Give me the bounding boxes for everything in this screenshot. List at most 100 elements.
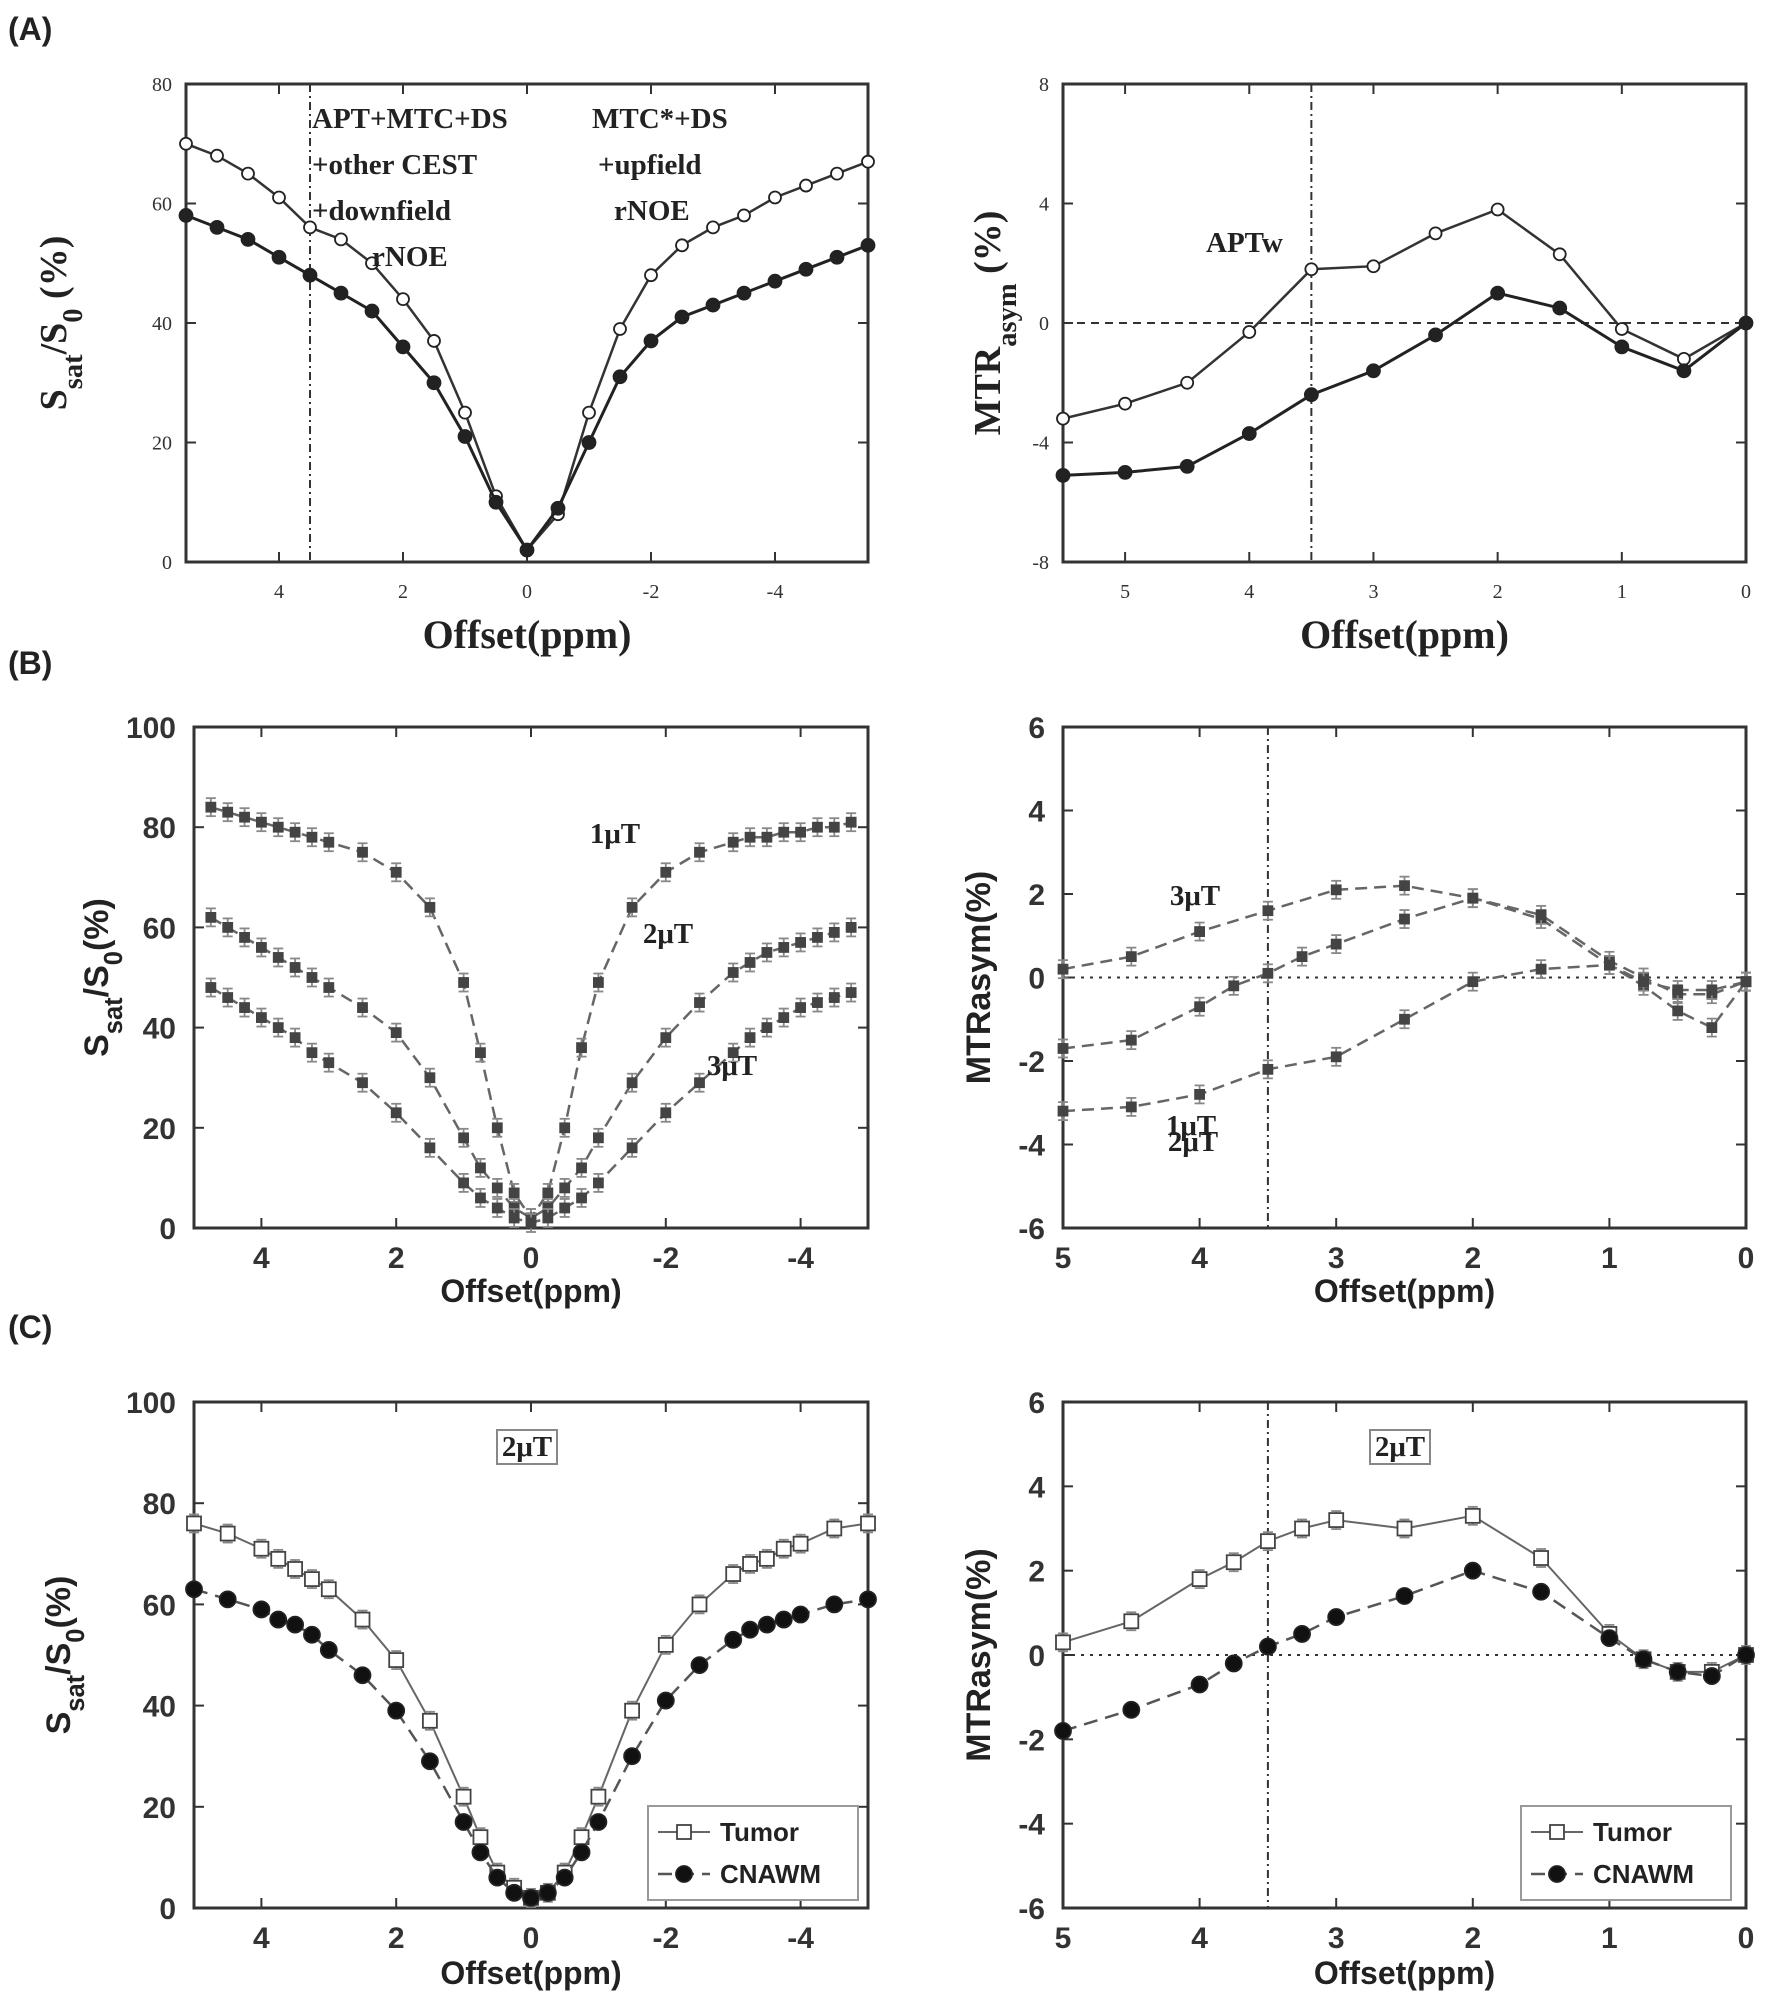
data-point <box>555 1868 574 1887</box>
x-tick-label: 4 <box>1191 1922 1208 1955</box>
data-point <box>1467 892 1479 904</box>
y-tick-label: -8 <box>1032 552 1049 574</box>
data-point <box>270 1550 287 1567</box>
data-point <box>396 292 410 307</box>
data-point <box>644 268 658 283</box>
data-point <box>1125 1034 1137 1046</box>
data-point <box>365 256 379 271</box>
data-point <box>590 1788 607 1805</box>
data-point <box>458 1177 470 1189</box>
data-point <box>761 831 773 843</box>
x-tick-label: 3 <box>1368 581 1378 603</box>
x-tick-label: 2 <box>1464 1242 1481 1275</box>
series-label: 2μT <box>643 918 693 950</box>
x-tick-label: 2 <box>388 1242 405 1275</box>
data-point <box>799 178 813 193</box>
data-point <box>1054 1722 1072 1740</box>
x-tick-label: 4 <box>253 1242 270 1275</box>
data-point <box>320 1581 337 1598</box>
data-point <box>691 1596 708 1613</box>
data-point <box>791 1605 810 1624</box>
data-point <box>761 1022 773 1033</box>
data-point <box>1366 363 1381 379</box>
data-point <box>491 1202 503 1214</box>
data-point <box>576 1042 587 1054</box>
y-tick-label: 20 <box>143 1792 176 1825</box>
data-point <box>705 297 721 313</box>
annotation-box <box>496 1429 558 1465</box>
x-tick-label: 4 <box>1244 581 1254 603</box>
x-tick-label: 5 <box>1120 581 1130 603</box>
annotation-text: rNOE <box>614 195 690 227</box>
data-point <box>626 1077 638 1089</box>
data-point <box>1366 259 1381 274</box>
annotation-text: 2μT <box>502 1431 552 1463</box>
plot-frame <box>184 82 870 564</box>
data-point <box>1399 913 1410 925</box>
x-tick-label: 4 <box>1191 1242 1208 1275</box>
chart-b-right: 5 4 3 2 1 0 -6 -4 -2 0 2 4 6 Offset(ppm) MTRasym(%) 3μT… <box>960 712 1754 1309</box>
data-point <box>826 1520 843 1537</box>
data-point <box>357 1002 368 1013</box>
data-point <box>1327 1608 1346 1626</box>
data-point <box>660 1032 672 1044</box>
series-label: 1μT <box>590 818 640 850</box>
data-point <box>353 1666 372 1685</box>
data-point <box>774 1610 793 1629</box>
data-point <box>828 821 840 833</box>
data-point <box>357 846 368 858</box>
legend-label: Tumor <box>1593 1817 1672 1847</box>
data-point <box>1463 1561 1482 1580</box>
annotation-text: 2μT <box>1375 1431 1425 1463</box>
y-tick-label: 0 <box>1039 313 1049 335</box>
data-point <box>1395 1587 1414 1605</box>
x-tick-label: 4 <box>274 581 284 603</box>
data-point <box>727 1047 739 1059</box>
x-tick-label: 4 <box>253 1922 270 1955</box>
data-point <box>1706 984 1718 996</box>
data-point <box>1535 963 1547 975</box>
y-axis-label: MTRasym(%) <box>960 1548 998 1761</box>
data-point <box>581 435 597 450</box>
data-point <box>491 1122 503 1134</box>
data-point <box>550 500 566 516</box>
chart-a-right: 5 4 3 2 1 0 -8 -4 0 4 8 Offset(ppm) MTRasym (%) APTw <box>967 74 1754 657</box>
data-point <box>205 911 217 923</box>
y-axis-label: MTRasym(%) <box>960 871 998 1084</box>
data-point <box>1262 1063 1274 1075</box>
data-point <box>424 1142 436 1154</box>
x-tick-label: 2 <box>398 581 408 603</box>
legend-marker <box>1549 1824 1565 1840</box>
data-point <box>1706 1022 1718 1033</box>
data-point <box>744 831 756 843</box>
y-tick-label: -6 <box>1018 1893 1045 1926</box>
data-point <box>1259 1637 1277 1656</box>
data-point <box>744 957 756 968</box>
x-tick-label: -2 <box>652 1922 679 1955</box>
legend-marker <box>675 1865 693 1883</box>
data-point <box>860 237 876 253</box>
series-line <box>1062 291 1747 477</box>
data-point <box>210 148 224 163</box>
data-point <box>252 1600 271 1619</box>
data-point <box>626 901 638 913</box>
data-point <box>388 1652 405 1668</box>
data-point <box>1467 976 1479 988</box>
y-tick-label: 4 <box>1039 194 1049 216</box>
data-point <box>1262 905 1274 917</box>
data-point <box>1228 980 1240 992</box>
y-tick-label: 60 <box>143 912 176 945</box>
data-point <box>1328 1512 1345 1528</box>
data-point <box>303 220 317 235</box>
y-tick-label: -4 <box>1032 433 1049 455</box>
y-tick-label: 60 <box>152 194 172 216</box>
data-point <box>538 1883 557 1902</box>
data-point <box>1330 884 1342 896</box>
data-point <box>1738 315 1754 331</box>
legend-marker <box>676 1824 692 1840</box>
series-line <box>1062 1569 1747 1733</box>
data-point <box>1057 1043 1069 1054</box>
legend-label: CNAWM <box>720 1859 821 1889</box>
data-point <box>1634 1650 1653 1669</box>
data-point <box>306 1047 318 1059</box>
